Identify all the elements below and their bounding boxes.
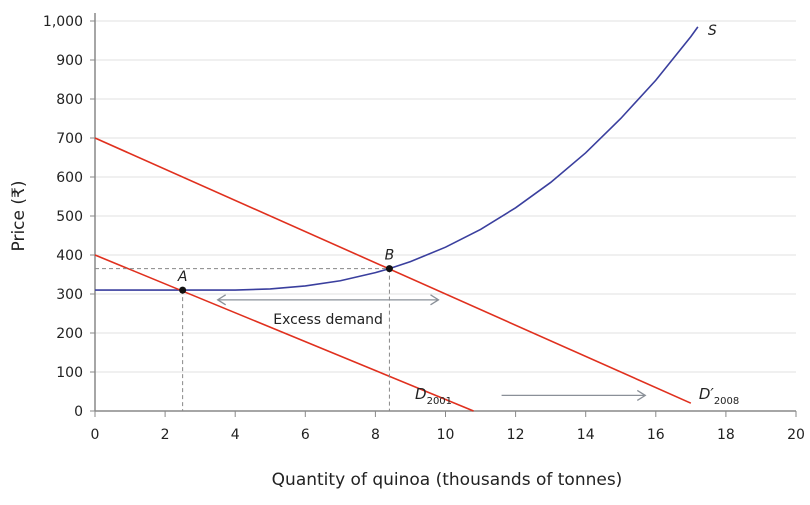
series-d2001 (94, 254, 474, 412)
y-tick-label: 600 (56, 170, 83, 186)
series-label: D2001 (415, 385, 452, 407)
point-b (385, 265, 393, 273)
y-tick-label: 800 (56, 92, 83, 108)
x-tick-label: 4 (231, 427, 240, 443)
series-d2008 (94, 137, 692, 404)
demand-shift-arrow-head (636, 389, 647, 401)
x-tick-label: 16 (647, 427, 665, 443)
y-tick-label: 500 (56, 209, 83, 225)
x-tick-label: 12 (507, 427, 525, 443)
x-tick-label: 0 (91, 427, 100, 443)
y-tick-label: 400 (56, 248, 83, 264)
series-label-s: S (708, 23, 717, 39)
x-tick-label: 2 (161, 427, 170, 443)
point-a (179, 286, 187, 294)
excess-demand-arrow-head (430, 294, 440, 306)
y-tick-label: 300 (56, 287, 83, 303)
y-tick-label: 0 (74, 404, 83, 420)
x-tick-label: 18 (717, 427, 735, 443)
y-axis-label: Price (₹) (9, 181, 29, 252)
point-label: B (385, 248, 395, 264)
y-tick-label: 900 (56, 53, 83, 69)
y-tick-label: 700 (56, 131, 83, 147)
x-tick-label: 8 (371, 427, 380, 443)
x-tick-label: 20 (787, 427, 805, 443)
series-s (95, 26, 699, 291)
x-tick-label: 6 (301, 427, 310, 443)
excess-demand-label: Excess demand (273, 312, 383, 328)
y-tick-label: 200 (56, 326, 83, 342)
y-tick-label: 100 (56, 365, 83, 381)
x-tick-label: 14 (577, 427, 595, 443)
y-tick-label: 1,000 (43, 14, 83, 30)
x-axis-label: Quantity of quinoa (thousands of tonnes) (272, 470, 623, 490)
series-label: D′2008 (699, 385, 739, 407)
x-tick-label: 10 (437, 427, 455, 443)
point-label: A (177, 269, 188, 285)
excess-demand-arrow-tail (216, 294, 227, 306)
